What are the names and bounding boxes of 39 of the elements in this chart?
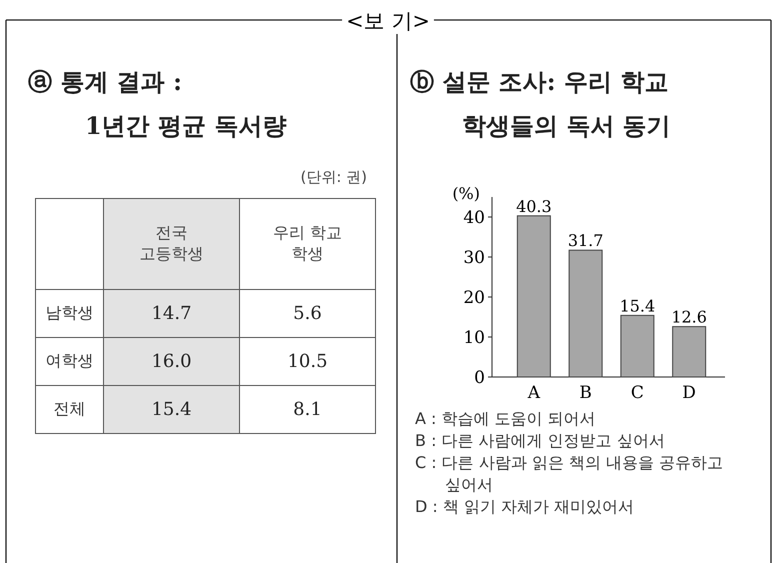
data-label: 31.7 bbox=[568, 231, 604, 250]
x-tick-label: 전국 고등학생 bbox=[104, 198, 240, 290]
data-label: 15.4 bbox=[620, 296, 656, 316]
text: A : 학습에 도움이 되어서 bbox=[415, 408, 597, 430]
text: C : 다른 사람과 읽은 책의 내용을 공유하고 싶어서 bbox=[415, 452, 724, 496]
text: (단위: 권) bbox=[300, 168, 367, 187]
x-tick-label: C bbox=[630, 383, 644, 403]
y-tick-label: 여학생 bbox=[36, 338, 104, 386]
chart-subtitle: 학생들의 독서 동기 bbox=[462, 110, 671, 142]
data-label: 15.4 bbox=[104, 386, 240, 434]
data-label: 8.1 bbox=[240, 386, 376, 434]
bar bbox=[568, 250, 603, 378]
data-label: 16.0 bbox=[104, 338, 240, 386]
y-tick-label: 남학생 bbox=[36, 290, 104, 338]
x-tick-label: A bbox=[526, 383, 541, 403]
text: <보 기> bbox=[346, 9, 430, 33]
bar bbox=[672, 326, 706, 378]
text: D : 책 읽기 자체가 재미있어서 bbox=[415, 496, 636, 518]
text: B : 다른 사람에게 인정받고 싶어서 bbox=[415, 430, 666, 452]
chart-subtitle: 1년간 평균 독서량 bbox=[85, 110, 286, 142]
bar bbox=[620, 314, 654, 378]
data-label: 12.6 bbox=[671, 308, 707, 327]
y-tick-label: 10 bbox=[463, 328, 485, 348]
data-label: 14.7 bbox=[104, 290, 240, 338]
y-tick-label: 20 bbox=[463, 288, 485, 308]
x-tick-label: D bbox=[682, 383, 696, 403]
y-tick-label: 전체 bbox=[36, 386, 104, 434]
data-label: 5.6 bbox=[240, 290, 376, 338]
y-tick-label: 0 bbox=[474, 368, 485, 388]
x-tick-label: B bbox=[579, 383, 592, 403]
data-label: 10.5 bbox=[240, 338, 376, 386]
chart-title: ⓐ 통계 결과 : bbox=[28, 66, 182, 98]
data-label: 40.3 bbox=[516, 196, 552, 216]
chart-title: ⓑ 설문 조사: 우리 학교 bbox=[410, 66, 668, 98]
y-tick-label: 40 bbox=[463, 208, 485, 228]
y-tick-label: 30 bbox=[463, 248, 485, 268]
bar bbox=[516, 215, 551, 378]
x-tick-label: 우리 학교 학생 bbox=[240, 198, 376, 290]
y-axis-title: (%) bbox=[452, 184, 480, 203]
